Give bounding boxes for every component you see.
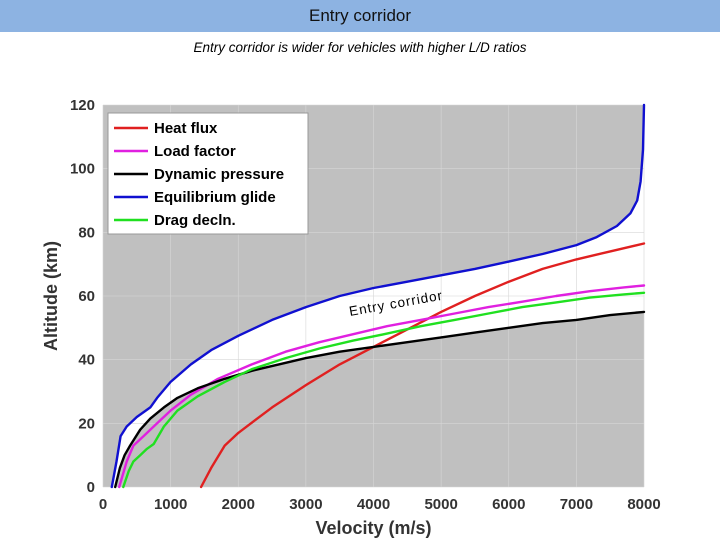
series-line-dynamic-pressure: [113, 310, 646, 489]
x-tick-label: 2000: [222, 496, 255, 513]
series-lines: [110, 103, 646, 489]
x-tick-label: 1000: [154, 496, 187, 513]
y-tick-label: 100: [70, 161, 95, 178]
y-tick-label: 80: [78, 224, 95, 241]
legend-entry: Equilibrium glide: [154, 189, 276, 206]
x-tick-label: 3000: [289, 496, 322, 513]
slide-title-bar: Entry corridor: [0, 0, 720, 32]
legend-entry: Drag decln.: [154, 212, 236, 229]
x-tick-label: 8000: [627, 496, 660, 513]
x-tick-label: 7000: [560, 496, 593, 513]
series-line-equilibrium-glide: [110, 103, 646, 489]
y-tick-label: 60: [78, 288, 95, 305]
y-tick-label: 20: [78, 415, 95, 432]
series-line-heat-flux: [199, 242, 646, 489]
legend-box: [107, 112, 309, 235]
x-tick-labels: 0 1000 2000 3000 4000 5000 6000 7000 8000: [99, 496, 661, 513]
x-tick-label: 4000: [357, 496, 390, 513]
series-line-drag-decln: [122, 291, 646, 489]
y-tick-label: 120: [70, 97, 95, 114]
legend-entry: Heat flux: [154, 120, 218, 137]
x-tick-label: 6000: [492, 496, 525, 513]
y-tick-label: 0: [87, 479, 95, 496]
legend-entry: Dynamic pressure: [154, 166, 284, 183]
slide-subtitle: Entry corridor is wider for vehicles wit…: [193, 40, 527, 55]
slide-title: Entry corridor: [308, 6, 412, 25]
legend-entry: Load factor: [154, 143, 236, 160]
x-tick-label: 5000: [424, 496, 457, 513]
x-axis-title: Velocity (m/s): [315, 518, 431, 538]
y-tick-label: 40: [78, 352, 95, 369]
y-axis-title: Altitude (km): [41, 241, 61, 351]
legend: Heat flux Load factor Dynamic pressure Equi…: [107, 112, 309, 235]
series-line-load-factor: [117, 284, 646, 489]
y-tick-labels: 0 20 40 60 80 100 120: [70, 97, 95, 496]
x-tick-label: 0: [99, 496, 107, 513]
